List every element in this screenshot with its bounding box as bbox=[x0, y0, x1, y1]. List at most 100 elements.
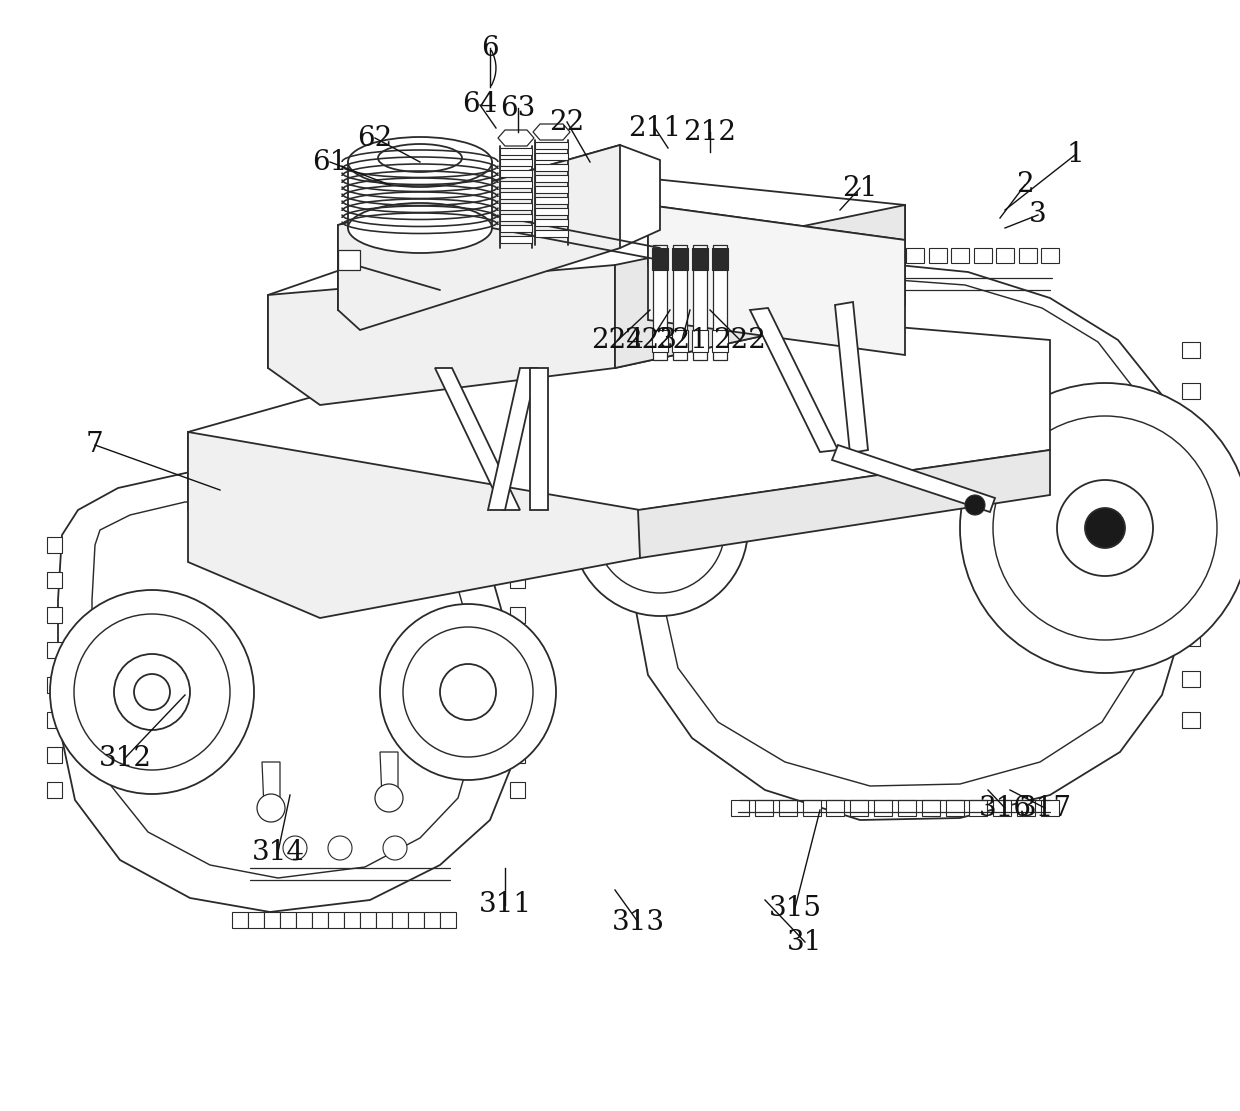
Polygon shape bbox=[47, 712, 62, 728]
Polygon shape bbox=[712, 330, 728, 352]
Polygon shape bbox=[356, 456, 372, 471]
Polygon shape bbox=[639, 450, 1050, 558]
Polygon shape bbox=[510, 537, 525, 553]
Polygon shape bbox=[498, 130, 534, 146]
Polygon shape bbox=[47, 782, 62, 798]
Polygon shape bbox=[262, 762, 280, 812]
Polygon shape bbox=[1182, 671, 1200, 687]
Polygon shape bbox=[339, 146, 620, 330]
Polygon shape bbox=[47, 747, 62, 763]
Text: 314: 314 bbox=[252, 839, 305, 865]
Text: 21: 21 bbox=[842, 174, 878, 201]
Polygon shape bbox=[652, 330, 668, 352]
Polygon shape bbox=[1042, 800, 1059, 815]
Polygon shape bbox=[510, 782, 525, 798]
Polygon shape bbox=[446, 456, 463, 471]
Ellipse shape bbox=[378, 144, 463, 172]
Circle shape bbox=[993, 416, 1216, 640]
Polygon shape bbox=[771, 248, 790, 263]
Polygon shape bbox=[826, 800, 844, 815]
Polygon shape bbox=[970, 800, 987, 815]
Polygon shape bbox=[232, 912, 248, 928]
Polygon shape bbox=[92, 502, 472, 878]
Polygon shape bbox=[673, 246, 687, 360]
Polygon shape bbox=[47, 537, 62, 553]
Polygon shape bbox=[510, 572, 525, 588]
Text: 61: 61 bbox=[312, 149, 347, 176]
Polygon shape bbox=[993, 800, 1012, 815]
Polygon shape bbox=[500, 203, 532, 210]
Text: 7: 7 bbox=[86, 431, 104, 459]
Circle shape bbox=[383, 835, 407, 860]
Polygon shape bbox=[802, 800, 821, 815]
Polygon shape bbox=[500, 226, 532, 232]
Circle shape bbox=[379, 604, 556, 780]
Polygon shape bbox=[408, 912, 424, 928]
Text: 311: 311 bbox=[479, 891, 532, 919]
Polygon shape bbox=[296, 912, 312, 928]
Circle shape bbox=[114, 654, 190, 730]
Polygon shape bbox=[339, 250, 360, 270]
Circle shape bbox=[635, 503, 684, 553]
Text: 312: 312 bbox=[98, 744, 151, 771]
Polygon shape bbox=[500, 236, 532, 243]
Polygon shape bbox=[658, 278, 1154, 785]
Polygon shape bbox=[615, 206, 905, 368]
Text: 6: 6 bbox=[481, 34, 498, 61]
Polygon shape bbox=[310, 456, 326, 471]
Polygon shape bbox=[188, 432, 640, 618]
Polygon shape bbox=[343, 912, 360, 928]
Polygon shape bbox=[510, 712, 525, 728]
Circle shape bbox=[960, 383, 1240, 673]
Text: 224: 224 bbox=[591, 327, 645, 353]
Polygon shape bbox=[712, 248, 728, 270]
Polygon shape bbox=[1182, 630, 1200, 645]
Text: 3: 3 bbox=[1029, 201, 1047, 229]
Polygon shape bbox=[1042, 248, 1059, 263]
Polygon shape bbox=[371, 456, 387, 471]
Polygon shape bbox=[534, 164, 568, 171]
Polygon shape bbox=[1182, 383, 1200, 399]
Circle shape bbox=[1056, 480, 1153, 575]
Polygon shape bbox=[312, 912, 329, 928]
Polygon shape bbox=[534, 142, 568, 149]
Circle shape bbox=[440, 664, 496, 720]
Circle shape bbox=[283, 835, 308, 860]
Text: 317: 317 bbox=[1018, 794, 1071, 821]
Polygon shape bbox=[341, 456, 357, 471]
Text: 63: 63 bbox=[501, 94, 536, 121]
Polygon shape bbox=[794, 248, 812, 263]
Text: 313: 313 bbox=[611, 909, 665, 935]
Polygon shape bbox=[732, 800, 749, 815]
Polygon shape bbox=[295, 456, 311, 471]
Polygon shape bbox=[402, 456, 418, 471]
Polygon shape bbox=[268, 266, 615, 406]
Polygon shape bbox=[749, 248, 768, 263]
Polygon shape bbox=[500, 192, 532, 199]
Polygon shape bbox=[862, 248, 879, 263]
Polygon shape bbox=[510, 607, 525, 623]
Circle shape bbox=[595, 463, 725, 593]
Polygon shape bbox=[929, 248, 946, 263]
Polygon shape bbox=[1018, 248, 1037, 263]
Polygon shape bbox=[534, 230, 568, 237]
Polygon shape bbox=[898, 800, 916, 815]
Circle shape bbox=[50, 590, 254, 794]
Polygon shape bbox=[534, 186, 568, 193]
Polygon shape bbox=[264, 912, 280, 928]
Polygon shape bbox=[424, 912, 440, 928]
Polygon shape bbox=[692, 330, 708, 352]
Polygon shape bbox=[500, 181, 532, 188]
Polygon shape bbox=[652, 248, 668, 270]
Text: 316: 316 bbox=[978, 794, 1032, 821]
Circle shape bbox=[1085, 508, 1125, 548]
Polygon shape bbox=[1182, 712, 1200, 728]
Circle shape bbox=[403, 627, 533, 757]
Polygon shape bbox=[248, 912, 264, 928]
Text: 315: 315 bbox=[769, 894, 821, 921]
Polygon shape bbox=[376, 912, 392, 928]
Polygon shape bbox=[996, 248, 1014, 263]
Polygon shape bbox=[432, 456, 448, 471]
Polygon shape bbox=[47, 642, 62, 658]
Polygon shape bbox=[692, 248, 708, 270]
